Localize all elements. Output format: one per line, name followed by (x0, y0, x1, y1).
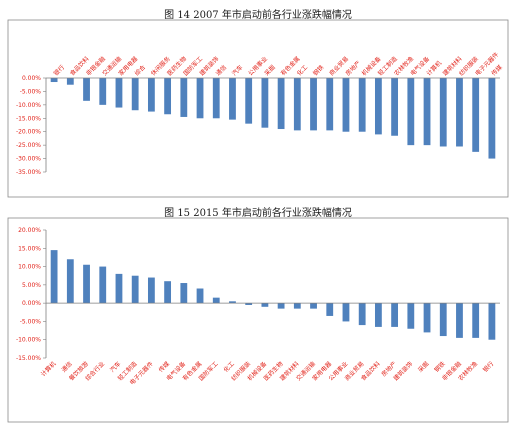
bar-2-24 (439, 303, 447, 337)
chart1: 0.00% -5.00% -10.00% -15.00% -20.00% -25.00% -… (7, 19, 509, 198)
category-label: 银行 (481, 360, 495, 374)
bar-2-26 (472, 303, 480, 338)
bar-2-7 (164, 281, 172, 304)
y-tick-label: -15.00% (16, 115, 41, 122)
bar-2-1 (66, 259, 74, 304)
bar-2-5 (131, 275, 139, 304)
chart1-title: 图 14 2007 年市启动前各行业涨跌幅情况 (164, 10, 352, 21)
bar-2-0 (50, 250, 58, 304)
bar-2-4 (115, 273, 123, 304)
bar-1-21 (391, 78, 399, 136)
category-label: 钢铁 (433, 360, 447, 374)
bar-2-3 (99, 266, 107, 304)
bar-2-12 (245, 303, 253, 305)
category-label: 化工 (222, 360, 236, 374)
bar-1-14 (277, 78, 285, 130)
category-label: 计算机 (39, 360, 57, 378)
bar-2-22 (407, 303, 415, 329)
bar-2-19 (358, 303, 366, 326)
bar-1-23 (423, 78, 431, 146)
y-tick-label: -5.00% (20, 88, 42, 95)
chart2-frame (7, 217, 509, 423)
bar-2-10 (212, 297, 220, 304)
bar-1-19 (358, 78, 366, 132)
bar-2-27 (488, 303, 496, 340)
bar-1-0 (50, 78, 58, 83)
chart2-title: 图 15 2015 年市启动前各行业涨跌幅情况 (164, 208, 352, 219)
bar-2-21 (391, 303, 399, 327)
bar-1-2 (83, 78, 90, 101)
bar-1-18 (342, 78, 350, 132)
category-label: 汽车 (108, 360, 122, 374)
bar-2-18 (342, 303, 350, 322)
category-label: 传媒 (157, 360, 171, 374)
y-tick-label: 20.00% (18, 227, 41, 234)
y-tick-label: 5.00% (22, 282, 41, 289)
category-label: 采掘 (416, 360, 430, 374)
bar-2-16 (310, 303, 317, 309)
bar-1-13 (261, 78, 269, 128)
bar-1-1 (66, 78, 74, 85)
bar-1-9 (196, 78, 204, 119)
y-tick-label: -5.00% (20, 318, 42, 325)
bar-1-12 (245, 78, 253, 124)
y-tick-label: -30.00% (16, 156, 41, 163)
bar-1-4 (115, 78, 123, 108)
bar-2-25 (456, 303, 463, 338)
y-tick-label: -10.00% (16, 337, 41, 344)
y-tick-label: -35.00% (16, 169, 41, 176)
bar-1-8 (180, 78, 188, 117)
bar-2-15 (293, 303, 301, 309)
bar-1-17 (326, 78, 334, 131)
bar-2-13 (261, 303, 269, 307)
bar-2-2 (83, 264, 90, 304)
bar-2-23 (423, 303, 431, 333)
bar-1-24 (439, 78, 447, 147)
bar-1-16 (310, 78, 317, 131)
bar-1-22 (407, 78, 415, 146)
bar-2-11 (229, 301, 236, 304)
category-label: 通信 (60, 360, 74, 374)
y-tick-label: 0.00% (22, 300, 41, 307)
bar-1-6 (147, 78, 155, 112)
bar-1-25 (456, 78, 463, 147)
y-tick-label: -20.00% (16, 129, 41, 136)
bar-2-20 (374, 303, 382, 327)
y-tick-label: 0.00% (22, 75, 41, 82)
bar-1-11 (229, 78, 236, 120)
bar-1-3 (99, 78, 107, 105)
bar-1-10 (212, 78, 220, 119)
y-tick-label: -10.00% (16, 102, 41, 109)
bar-1-26 (472, 78, 480, 152)
bar-2-14 (277, 303, 285, 309)
chart1-frame (7, 19, 509, 198)
y-tick-label: 15.00% (18, 245, 41, 252)
bar-1-15 (293, 78, 301, 131)
y-tick-label: -25.00% (16, 142, 41, 149)
y-tick-label: -15.00% (16, 355, 41, 362)
bar-1-27 (488, 78, 496, 159)
y-tick-label: 10.00% (18, 264, 41, 271)
bar-1-20 (374, 78, 382, 135)
bar-2-17 (326, 303, 334, 316)
bar-1-7 (164, 78, 172, 115)
bar-1-5 (131, 78, 139, 111)
bar-2-9 (196, 288, 204, 304)
bar-2-8 (180, 283, 188, 304)
bar-2-6 (147, 277, 155, 304)
